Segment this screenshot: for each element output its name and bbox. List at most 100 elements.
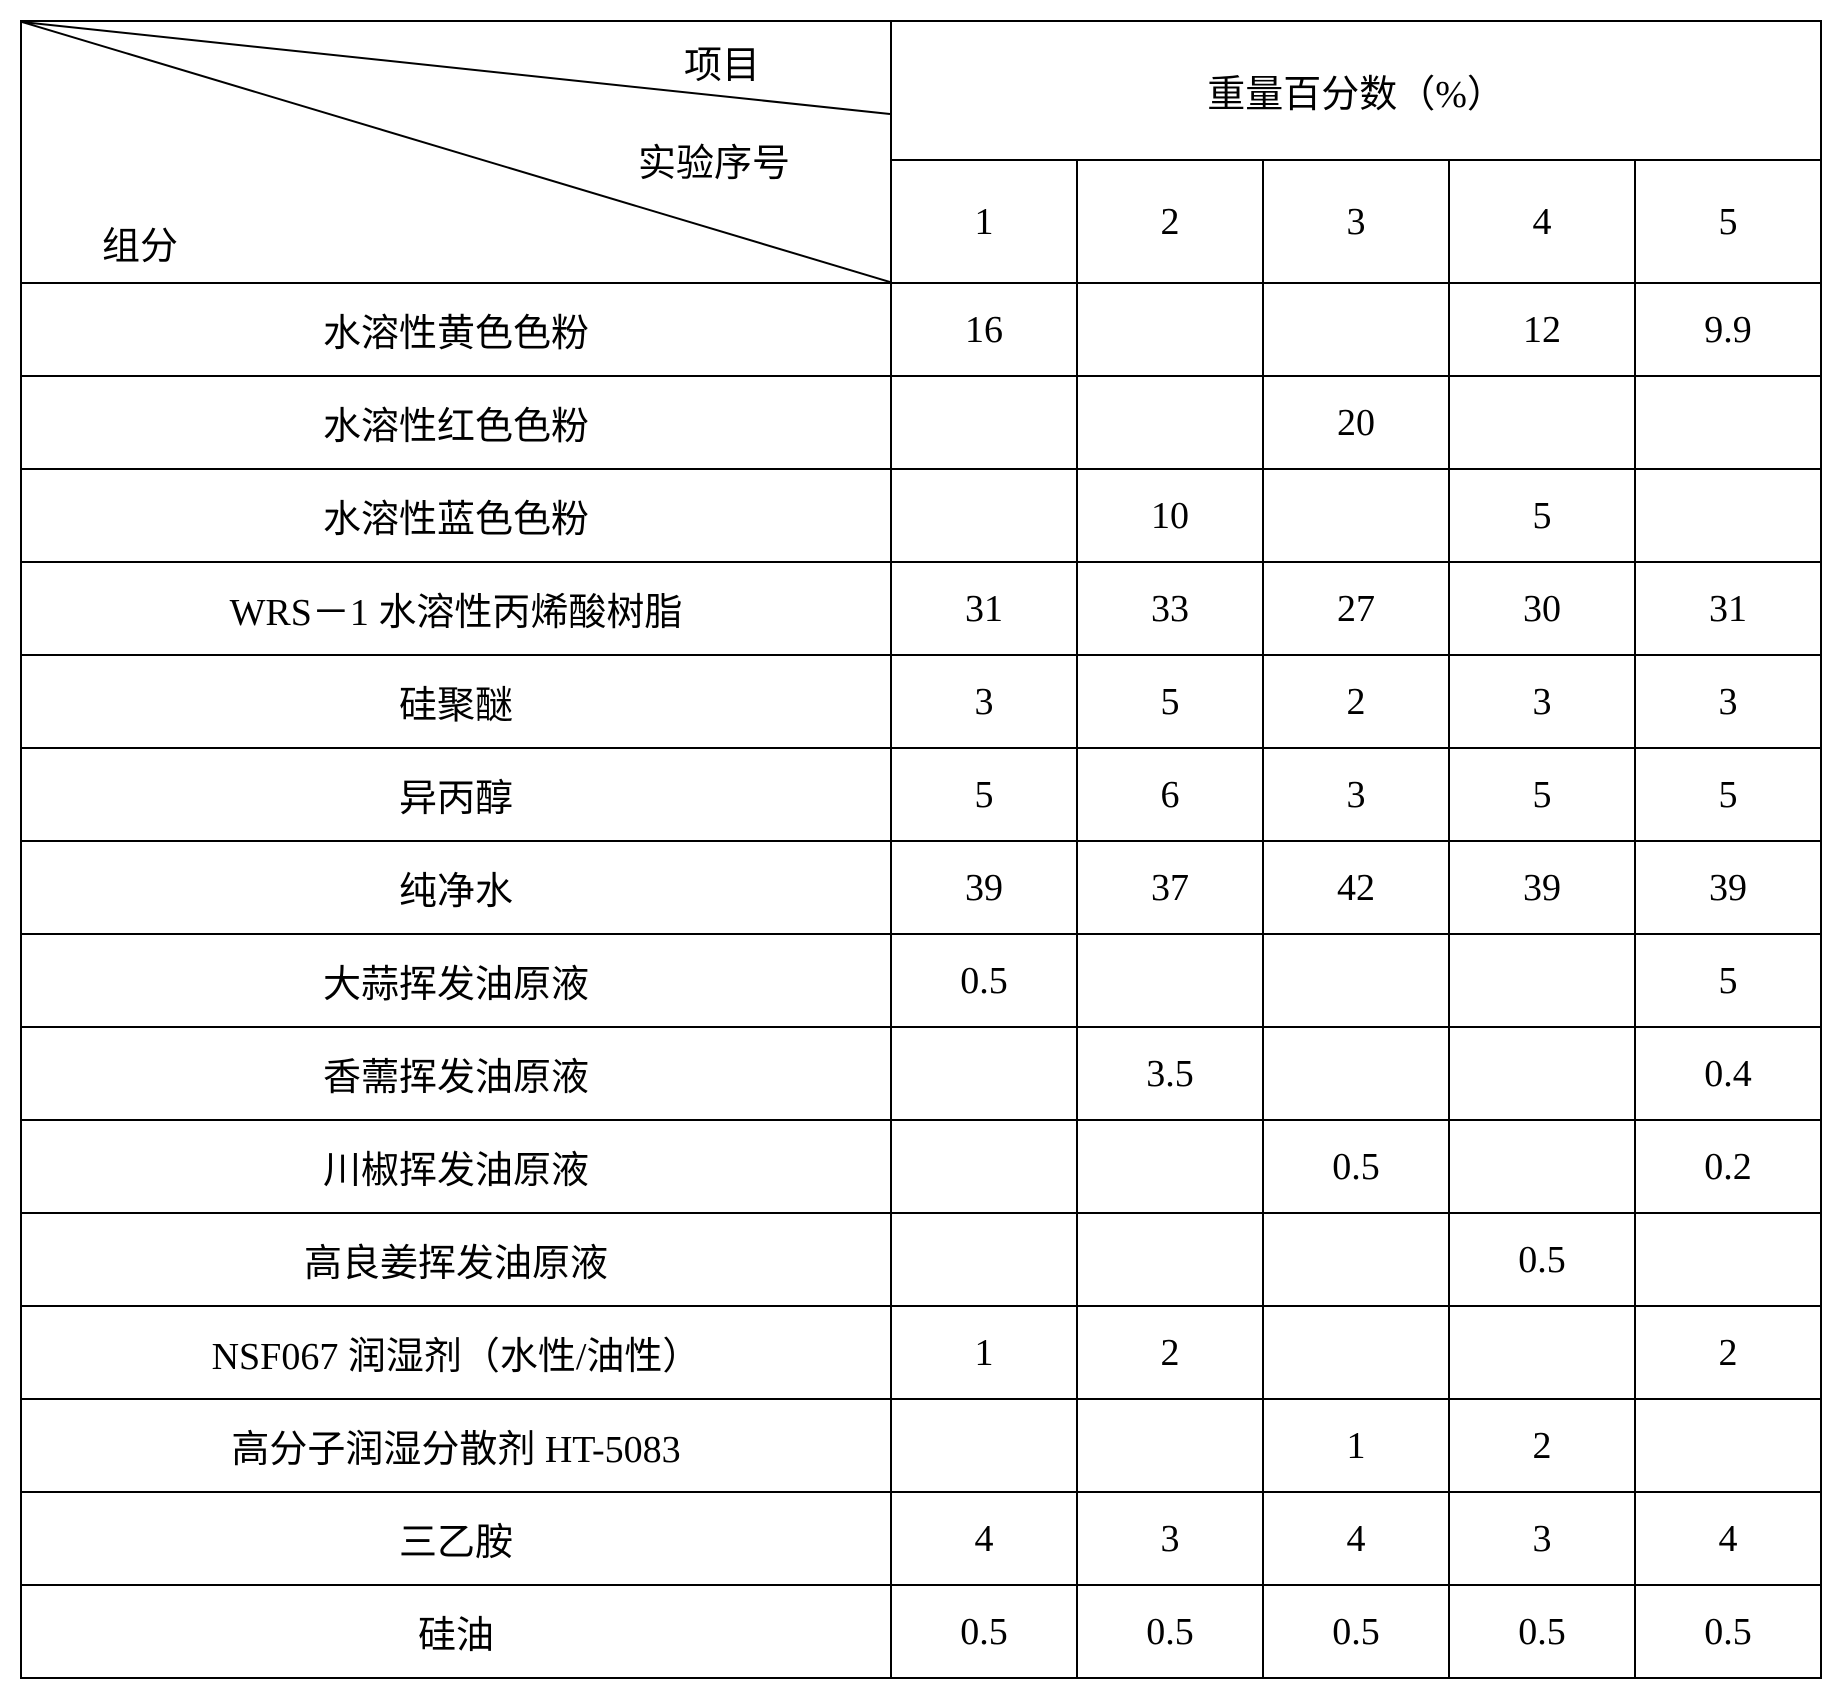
data-cell: 42 xyxy=(1263,841,1449,934)
group-header: 重量百分数（%） xyxy=(891,21,1821,160)
data-cell: 31 xyxy=(891,562,1077,655)
data-cell: 3 xyxy=(1449,655,1635,748)
data-cell xyxy=(1077,1213,1263,1306)
row-label: 水溶性黄色色粉 xyxy=(21,283,891,376)
data-cell: 0.5 xyxy=(1263,1585,1449,1678)
data-cell xyxy=(1449,1120,1635,1213)
data-cell: 39 xyxy=(1635,841,1821,934)
data-cell: 16 xyxy=(891,283,1077,376)
data-cell xyxy=(1263,1306,1449,1399)
table-row: 硅油0.50.50.50.50.5 xyxy=(21,1585,1821,1678)
table-row: 川椒挥发油原液 0.5 0.2 xyxy=(21,1120,1821,1213)
table-row: 水溶性蓝色色粉105 xyxy=(21,469,1821,562)
row-label: 三乙胺 xyxy=(21,1492,891,1585)
table-row: 水溶性红色色粉20 xyxy=(21,376,1821,469)
data-cell xyxy=(1263,934,1449,1027)
row-label: WRS－1 水溶性丙烯酸树脂 xyxy=(21,562,891,655)
table-row: WRS－1 水溶性丙烯酸树脂3133273031 xyxy=(21,562,1821,655)
data-cell xyxy=(891,469,1077,562)
data-cell: 12 xyxy=(1449,283,1635,376)
data-cell xyxy=(1077,283,1263,376)
row-label: 水溶性蓝色色粉 xyxy=(21,469,891,562)
row-label: 香薷挥发油原液 xyxy=(21,1027,891,1120)
data-cell xyxy=(1077,934,1263,1027)
data-cell xyxy=(1077,1120,1263,1213)
data-cell: 3 xyxy=(1077,1492,1263,1585)
col-header: 5 xyxy=(1635,160,1821,283)
data-cell xyxy=(1635,469,1821,562)
data-cell: 39 xyxy=(891,841,1077,934)
row-label: 纯净水 xyxy=(21,841,891,934)
row-label: 高分子润湿分散剂 HT-5083 xyxy=(21,1399,891,1492)
data-cell: 2 xyxy=(1263,655,1449,748)
data-cell: 0.5 xyxy=(891,934,1077,1027)
data-cell: 5 xyxy=(891,748,1077,841)
data-cell: 30 xyxy=(1449,562,1635,655)
data-cell: 0.5 xyxy=(1263,1120,1449,1213)
data-cell xyxy=(1635,1399,1821,1492)
data-cell: 3 xyxy=(1263,748,1449,841)
data-cell: 0.5 xyxy=(1635,1585,1821,1678)
data-cell: 0.5 xyxy=(891,1585,1077,1678)
data-cell: 4 xyxy=(1635,1492,1821,1585)
table-row: 高良姜挥发油原液 0.5 xyxy=(21,1213,1821,1306)
table-row: 香薷挥发油原液3.50.4 xyxy=(21,1027,1821,1120)
row-label: 硅油 xyxy=(21,1585,891,1678)
data-table: 项目 实验序号 组分 重量百分数（%） 1 2 3 4 5 水溶性黄色色粉161… xyxy=(20,20,1822,1679)
data-cell: 37 xyxy=(1077,841,1263,934)
data-cell: 4 xyxy=(891,1492,1077,1585)
data-cell xyxy=(1077,1399,1263,1492)
col-header: 4 xyxy=(1449,160,1635,283)
data-cell: 3.5 xyxy=(1077,1027,1263,1120)
diag-label-top: 项目 xyxy=(684,34,760,89)
data-cell xyxy=(891,1399,1077,1492)
data-cell: 0.5 xyxy=(1449,1585,1635,1678)
data-cell: 3 xyxy=(891,655,1077,748)
diag-label-bot: 组分 xyxy=(102,215,178,270)
data-cell: 0.2 xyxy=(1635,1120,1821,1213)
data-cell xyxy=(891,1027,1077,1120)
row-label: 高良姜挥发油原液 xyxy=(21,1213,891,1306)
data-cell: 0.5 xyxy=(1077,1585,1263,1678)
data-cell xyxy=(1449,1027,1635,1120)
data-cell: 39 xyxy=(1449,841,1635,934)
table-row: 硅聚醚35233 xyxy=(21,655,1821,748)
data-cell: 5 xyxy=(1449,748,1635,841)
table-row: 高分子润湿分散剂 HT-5083 12 xyxy=(21,1399,1821,1492)
table-row: NSF067 润湿剂（水性/油性）122 xyxy=(21,1306,1821,1399)
data-cell xyxy=(1449,1306,1635,1399)
data-cell: 4 xyxy=(1263,1492,1449,1585)
data-cell: 27 xyxy=(1263,562,1449,655)
data-cell: 2 xyxy=(1449,1399,1635,1492)
data-cell xyxy=(1263,1027,1449,1120)
row-label: NSF067 润湿剂（水性/油性） xyxy=(21,1306,891,1399)
data-cell: 2 xyxy=(1077,1306,1263,1399)
data-cell: 1 xyxy=(1263,1399,1449,1492)
data-cell: 3 xyxy=(1635,655,1821,748)
data-cell xyxy=(891,1120,1077,1213)
row-label: 异丙醇 xyxy=(21,748,891,841)
data-cell xyxy=(1635,376,1821,469)
data-cell xyxy=(1077,376,1263,469)
table-row: 大蒜挥发油原液0.55 xyxy=(21,934,1821,1027)
data-cell: 33 xyxy=(1077,562,1263,655)
data-cell: 9.9 xyxy=(1635,283,1821,376)
data-cell: 6 xyxy=(1077,748,1263,841)
row-label: 大蒜挥发油原液 xyxy=(21,934,891,1027)
col-header: 1 xyxy=(891,160,1077,283)
data-cell: 0.5 xyxy=(1449,1213,1635,1306)
diagonal-header-cell: 项目 实验序号 组分 xyxy=(21,21,891,283)
data-cell xyxy=(891,1213,1077,1306)
table-row: 水溶性黄色色粉16 129.9 xyxy=(21,283,1821,376)
col-header: 3 xyxy=(1263,160,1449,283)
col-header: 2 xyxy=(1077,160,1263,283)
data-cell xyxy=(1263,283,1449,376)
data-cell xyxy=(891,376,1077,469)
data-cell: 5 xyxy=(1635,748,1821,841)
data-cell: 5 xyxy=(1077,655,1263,748)
data-cell xyxy=(1635,1213,1821,1306)
row-label: 水溶性红色色粉 xyxy=(21,376,891,469)
row-label: 川椒挥发油原液 xyxy=(21,1120,891,1213)
data-cell xyxy=(1449,376,1635,469)
data-cell: 3 xyxy=(1449,1492,1635,1585)
